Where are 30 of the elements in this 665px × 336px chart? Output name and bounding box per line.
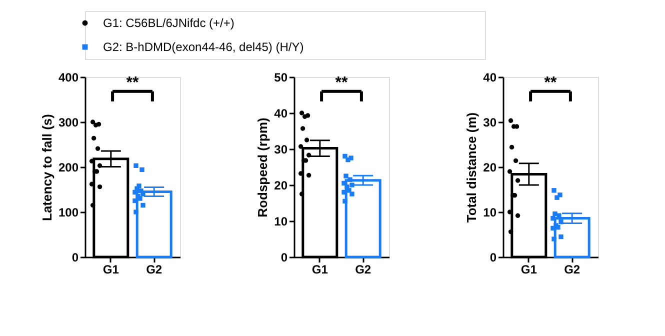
y-tick-label: 200 — [58, 160, 79, 174]
y-tick-label: 40 — [483, 70, 497, 84]
y-tick-label: 300 — [58, 116, 79, 130]
y-tick-label: 0 — [490, 250, 497, 264]
y-tick-label: 0 — [72, 250, 79, 264]
y-tick-label: 100 — [58, 206, 79, 220]
y-tick-label: 30 — [483, 116, 497, 130]
annotation: ** — [126, 74, 140, 92]
legend-label: G1: C56BL/6JNifdc (+/+) — [103, 16, 234, 30]
y-tick-label: 50 — [274, 70, 288, 84]
x-tick-label: G2 — [355, 262, 372, 276]
annotation: ** — [544, 74, 558, 92]
y-axis-title: Total distance (m) — [464, 112, 480, 223]
x-tick-label: G1 — [312, 262, 328, 276]
x-tick-label: G1 — [102, 262, 120, 276]
y-tick-label: 400 — [58, 70, 79, 84]
x-tick-label: G2 — [564, 262, 580, 276]
y-tick-label: 40 — [274, 106, 288, 120]
annotation: ** — [335, 74, 348, 92]
y-tick-label: 30 — [274, 142, 288, 156]
y-tick-label: 20 — [274, 178, 288, 192]
y-tick-label: 10 — [274, 214, 288, 228]
y-axis-title: Rodspeed (rpm) — [255, 118, 270, 218]
y-tick-label: 20 — [483, 160, 497, 174]
y-tick-label: 0 — [280, 250, 288, 264]
x-tick-label: G1 — [520, 262, 538, 276]
y-tick-label: 10 — [483, 206, 497, 220]
y-axis-title: Latency to fall (s) — [39, 114, 54, 221]
x-tick-label: G2 — [146, 262, 162, 276]
legend-label: G2: B-hDMD(exon44-46, del45) (H/Y) — [103, 40, 304, 54]
